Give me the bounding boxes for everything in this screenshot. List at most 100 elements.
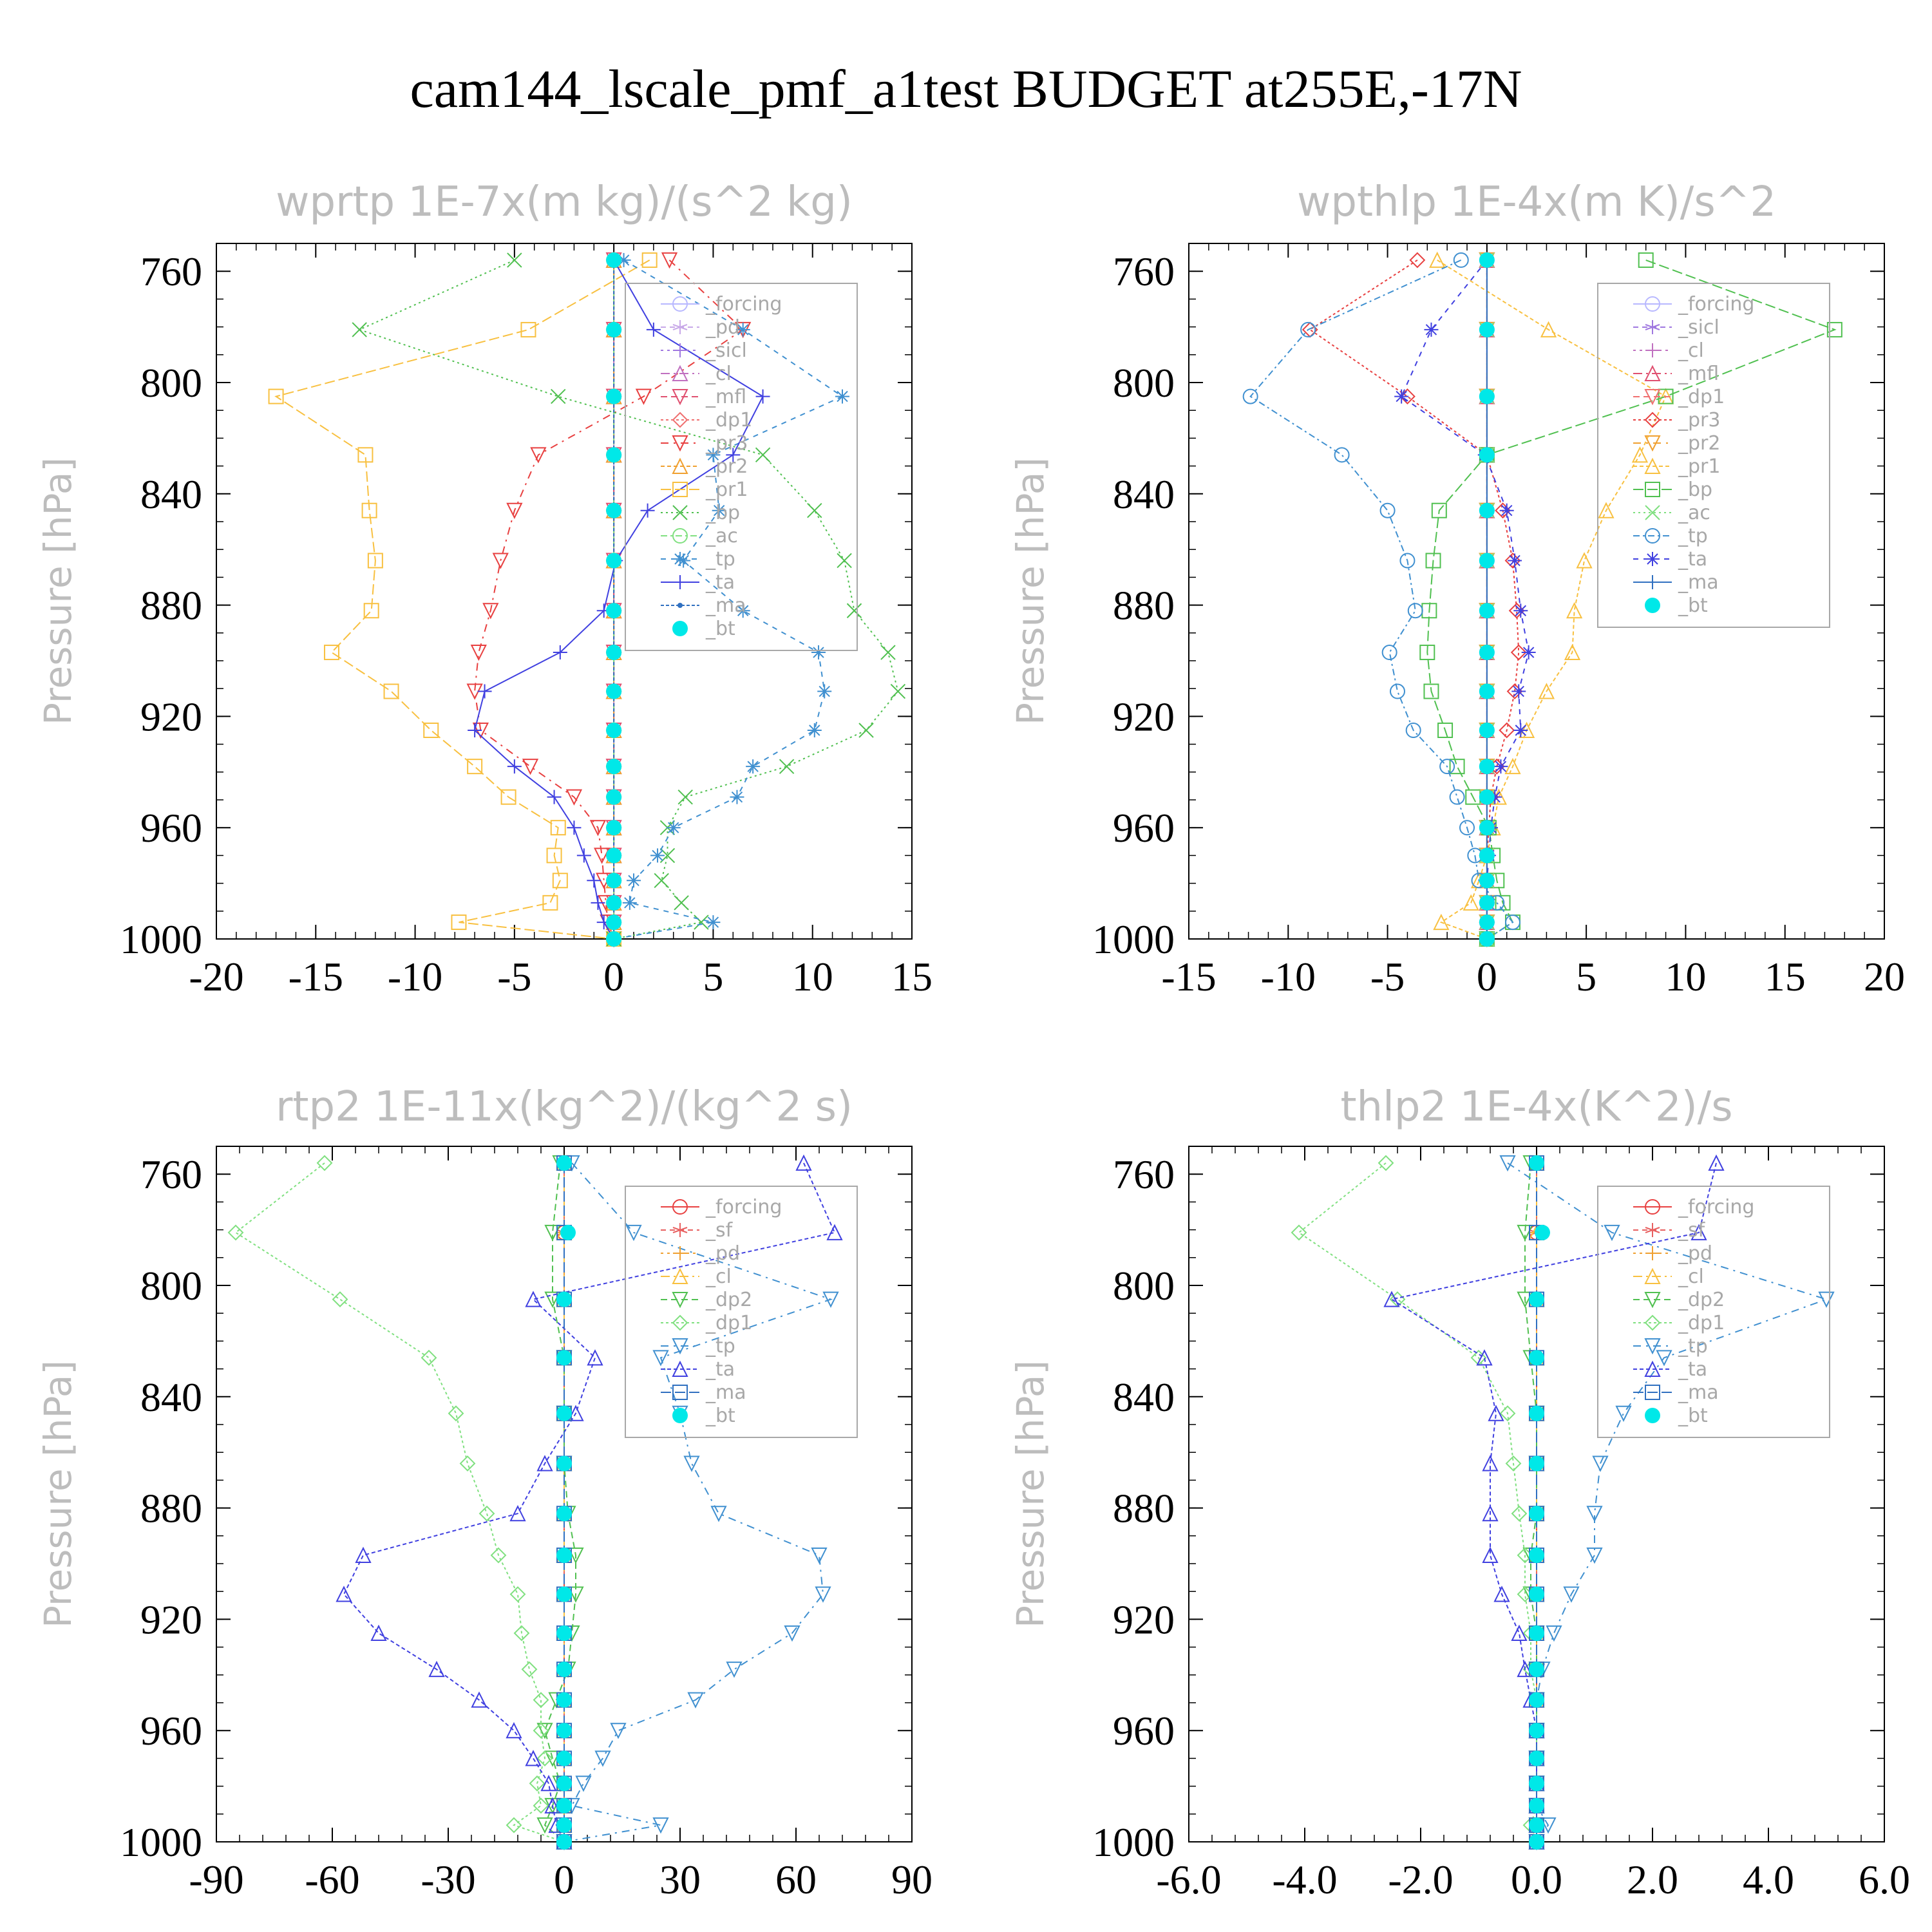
data-point bbox=[1479, 931, 1495, 947]
series-dp1 bbox=[1291, 1155, 1545, 1850]
data-point bbox=[746, 759, 761, 774]
series-line bbox=[1298, 1162, 1537, 1842]
series-ta bbox=[1383, 1154, 1725, 1850]
data-point bbox=[1383, 1291, 1400, 1307]
legend-label: _ta bbox=[1678, 548, 1707, 571]
data-point bbox=[1586, 1548, 1603, 1564]
x-tick-label: 0 bbox=[1477, 954, 1497, 999]
x-tick-label: -5 bbox=[1370, 954, 1405, 999]
data-point bbox=[533, 1797, 549, 1814]
data-point bbox=[1476, 1349, 1493, 1366]
y-tick-label: 920 bbox=[1113, 694, 1175, 739]
data-point bbox=[1564, 643, 1581, 661]
data-point bbox=[1529, 1548, 1544, 1564]
panel-rtp2: rtp2 1E-11x(kg^2)/(kg^2 s) Pressure [hPa]… bbox=[36, 1083, 933, 1902]
data-point bbox=[507, 252, 522, 268]
data-point bbox=[1499, 1405, 1516, 1422]
legend-box bbox=[1597, 283, 1830, 628]
data-point bbox=[1529, 1692, 1544, 1708]
legend-label: _tp bbox=[705, 548, 735, 571]
data-point bbox=[556, 1817, 572, 1833]
y-tick-label: 960 bbox=[140, 805, 202, 851]
data-point bbox=[556, 1750, 572, 1766]
y-axis-label: Pressure [hPa] bbox=[36, 457, 80, 725]
data-point bbox=[509, 1505, 526, 1522]
series-line bbox=[274, 260, 650, 940]
data-point bbox=[355, 1546, 372, 1564]
legend-marker bbox=[1644, 389, 1661, 406]
data-point bbox=[1529, 1625, 1544, 1641]
x-tick-label: -60 bbox=[305, 1857, 359, 1902]
legend-marker bbox=[672, 1199, 688, 1215]
legend-marker bbox=[672, 412, 688, 428]
y-tick-label: 880 bbox=[1113, 1486, 1175, 1531]
data-point bbox=[1499, 1155, 1516, 1172]
legend: _forcing_pd_sicl_cl_mfl_dp1_pr3_pr2_pr1_… bbox=[625, 283, 858, 651]
data-point bbox=[606, 321, 622, 337]
x-tick-label: 2.0 bbox=[1627, 1857, 1678, 1902]
data-point bbox=[1488, 1405, 1504, 1421]
data-point bbox=[606, 723, 622, 738]
series-ta bbox=[336, 1154, 843, 1850]
data-point bbox=[1433, 913, 1450, 931]
y-tick-label: 1000 bbox=[1092, 916, 1175, 962]
legend-label: _dp2 bbox=[1678, 1289, 1725, 1311]
series-line bbox=[613, 260, 844, 940]
legend-box bbox=[625, 283, 858, 651]
x-tick-label: -6.0 bbox=[1156, 1857, 1221, 1902]
data-point bbox=[650, 848, 665, 863]
series-line bbox=[1507, 1162, 1829, 1842]
legend-marker bbox=[672, 1292, 688, 1309]
data-point bbox=[1505, 1455, 1522, 1472]
data-point bbox=[467, 759, 483, 775]
data-point bbox=[1656, 1350, 1672, 1367]
data-point bbox=[556, 1455, 572, 1472]
data-point bbox=[357, 447, 374, 463]
data-point bbox=[1521, 645, 1536, 660]
series-bt bbox=[606, 252, 622, 947]
data-point bbox=[448, 1405, 464, 1422]
legend-label: _pr2 bbox=[705, 455, 748, 478]
legend-marker bbox=[1645, 343, 1660, 357]
data-point bbox=[506, 1721, 522, 1739]
legend-label: _forcing bbox=[1678, 293, 1754, 316]
data-point bbox=[1513, 723, 1528, 737]
data-point bbox=[706, 915, 721, 930]
data-point bbox=[506, 1817, 522, 1833]
x-tick-label: -30 bbox=[421, 1857, 475, 1902]
data-point bbox=[1482, 1505, 1499, 1522]
series-line bbox=[1390, 1162, 1717, 1842]
data-point bbox=[533, 1722, 549, 1739]
series-tp bbox=[607, 252, 849, 946]
data-point bbox=[1479, 789, 1495, 805]
y-tick-label: 920 bbox=[1113, 1596, 1175, 1642]
data-point bbox=[1423, 683, 1439, 699]
data-point bbox=[606, 820, 622, 836]
data-point bbox=[332, 1291, 348, 1308]
legend-label: _dp1 bbox=[705, 1312, 752, 1334]
legend-marker bbox=[672, 365, 688, 381]
data-point bbox=[641, 252, 658, 268]
data-point bbox=[606, 502, 622, 518]
data-point bbox=[677, 789, 693, 805]
data-point bbox=[811, 645, 826, 660]
data-point bbox=[556, 1776, 572, 1792]
legend-marker bbox=[1645, 505, 1660, 520]
data-point bbox=[627, 873, 641, 888]
x-tick-label: -90 bbox=[189, 1857, 243, 1902]
series-line bbox=[343, 1162, 836, 1842]
data-point bbox=[625, 1224, 642, 1242]
x-tick-label: 0.0 bbox=[1511, 1857, 1562, 1902]
data-point bbox=[227, 1224, 244, 1241]
data-point bbox=[556, 1834, 572, 1850]
data-point bbox=[1499, 503, 1514, 518]
data-point bbox=[323, 645, 339, 661]
data-point bbox=[1529, 1817, 1544, 1833]
data-point bbox=[1504, 757, 1521, 775]
data-point bbox=[1563, 1586, 1580, 1603]
data-point bbox=[1586, 1506, 1603, 1522]
data-point bbox=[513, 1625, 530, 1642]
data-point bbox=[1529, 1662, 1544, 1678]
data-point bbox=[661, 252, 678, 269]
legend-label: _pd bbox=[705, 1242, 740, 1265]
